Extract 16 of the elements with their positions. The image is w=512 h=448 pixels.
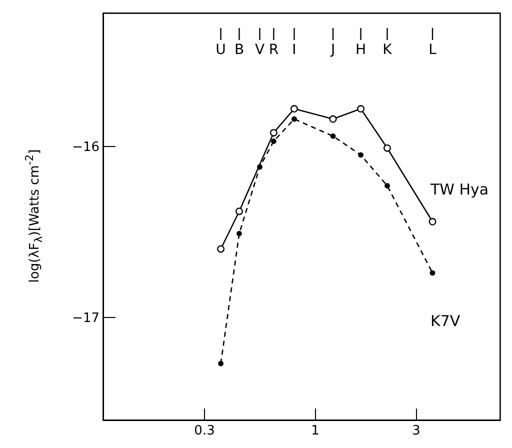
text: K7V: [430, 312, 461, 330]
ref-line-label: H: [356, 42, 366, 58]
ref-line-label: V: [254, 42, 265, 58]
ref-line-label: K: [382, 42, 393, 58]
x-tick-label: 3: [412, 424, 420, 438]
y-tick-label: −16: [72, 140, 100, 155]
x-tick-label: 0.3: [194, 424, 215, 438]
ref-line-label: L: [428, 42, 437, 58]
ref-line-label: R: [268, 42, 279, 58]
series-label: TW Hya: [430, 180, 489, 199]
ref-line-label: J: [330, 42, 336, 58]
ref-line-label: B: [234, 42, 244, 58]
ref-line-label: I: [292, 42, 296, 58]
x-tick-label: 1: [311, 424, 320, 438]
y-tick-label: −17: [72, 310, 100, 326]
ref-line-label: U: [216, 42, 226, 58]
